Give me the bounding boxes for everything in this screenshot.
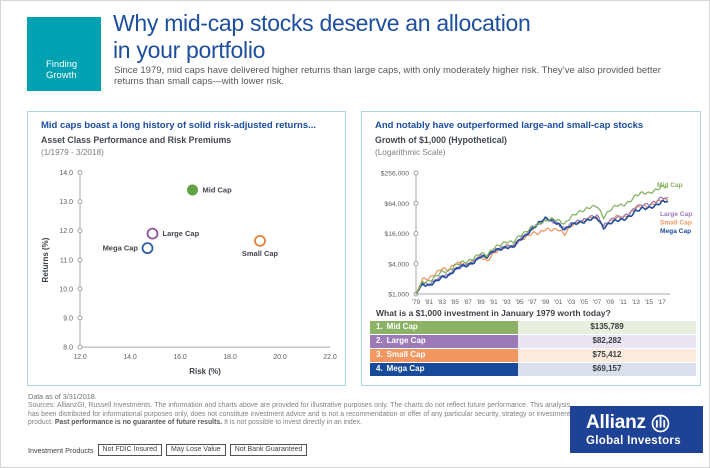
table-row: 4. Mega Cap $69,157: [370, 363, 696, 376]
svg-text:$1,000: $1,000: [388, 292, 409, 299]
sources-text-end: It is not possible to invest directly in…: [222, 419, 362, 427]
svg-text:'11: '11: [619, 299, 627, 306]
right-panel-scale-note: (Logarithmic Scale): [375, 148, 446, 157]
row-value-mid-cap: $135,789: [518, 321, 696, 334]
svg-text:'09: '09: [606, 299, 615, 306]
past-performance-warning: Past performance is no guarantee of futu…: [54, 419, 223, 427]
svg-text:22.0: 22.0: [323, 354, 337, 361]
svg-text:'83: '83: [438, 299, 447, 306]
right-panel-heading: And notably have outperformed large-and …: [375, 120, 644, 131]
svg-text:$64,000: $64,000: [384, 201, 409, 208]
row-value-mega-cap: $69,157: [518, 363, 696, 376]
svg-text:12.0: 12.0: [59, 228, 73, 235]
page-subtitle: Since 1979, mid caps have delivered high…: [114, 65, 661, 87]
svg-text:'93: '93: [502, 299, 511, 306]
allianz-wordmark: Allianz: [586, 412, 703, 434]
svg-text:20.0: 20.0: [273, 354, 287, 361]
svg-text:Mid Cap: Mid Cap: [203, 185, 233, 194]
table-question: What is a $1,000 investment in January 1…: [376, 308, 611, 318]
svg-text:'79: '79: [412, 299, 421, 306]
svg-text:12.0: 12.0: [73, 354, 87, 361]
svg-text:'95: '95: [515, 299, 524, 306]
svg-text:'15: '15: [645, 299, 654, 306]
row-label-mid-cap: 1. Mid Cap: [370, 321, 518, 334]
left-panel-period: (1/1979 - 3/2018): [41, 148, 104, 157]
svg-text:'07: '07: [593, 299, 602, 306]
svg-text:$256,000: $256,000: [381, 171, 410, 178]
table-row: 1. Mid Cap $135,789: [370, 321, 696, 334]
growth-panel: And notably have outperformed large-and …: [361, 111, 701, 386]
right-panel-subheading: Growth of $1,000 (Hypothetical): [375, 135, 507, 145]
svg-text:'91: '91: [489, 299, 498, 306]
svg-text:'01: '01: [554, 299, 563, 306]
svg-text:14.0: 14.0: [59, 170, 73, 177]
not-fdic-insured-box: Not FDIC Insured: [97, 444, 162, 456]
not-bank-guaranteed-box: Not Bank Guaranteed: [229, 444, 308, 456]
svg-text:16.0: 16.0: [173, 354, 187, 361]
title-line1: Why mid-cap stocks deserve an allocation: [113, 10, 531, 36]
risk-return-panel: Mid caps boast a long history of solid r…: [27, 111, 346, 386]
svg-text:'87: '87: [464, 299, 473, 306]
svg-text:'99: '99: [541, 299, 550, 306]
investment-products-label: Investment Products: [28, 445, 94, 455]
allianz-logo: Allianz Global Investors: [570, 406, 703, 453]
left-panel-heading: Mid caps boast a long history of solid r…: [41, 120, 317, 131]
data-as-of-note: Data as of 3/31/2018.: [28, 392, 97, 401]
global-investors-label: Global Investors: [586, 435, 681, 447]
svg-text:14.0: 14.0: [123, 354, 137, 361]
svg-text:13.0: 13.0: [59, 199, 73, 206]
svg-text:8.0: 8.0: [63, 345, 73, 352]
sources-disclaimer: Sources: AllianzGI, Russell Investments.…: [28, 402, 570, 428]
allianz-eagle-icon: [651, 414, 670, 432]
svg-text:Small Cap: Small Cap: [242, 249, 279, 258]
svg-text:Returns (%): Returns (%): [41, 237, 50, 282]
may-lose-value-box: May Lose Value: [166, 444, 226, 456]
investment-value-table: 1. Mid Cap $135,789 2. Large Cap $82,282 3…: [370, 321, 696, 377]
badge-line2: Growth: [46, 70, 77, 81]
svg-text:Mega Cap: Mega Cap: [103, 244, 139, 253]
svg-text:'05: '05: [580, 299, 589, 306]
row-label-large-cap: 2. Large Cap: [370, 335, 518, 348]
row-value-large-cap: $82,282: [518, 335, 696, 348]
svg-text:Small Cap: Small Cap: [660, 220, 692, 227]
svg-text:$16,000: $16,000: [384, 231, 409, 238]
svg-text:9.0: 9.0: [63, 316, 73, 323]
sources-text: Sources: AllianzGI, Russell Investments.…: [28, 402, 570, 427]
svg-text:11.0: 11.0: [60, 257, 73, 264]
risk-return-scatter-chart: 8.0 9.0 10.0 11.0 12.0 13.0 14.0 12.0 14.0 16.0 18…: [28, 162, 345, 385]
svg-text:Mega Cap: Mega Cap: [660, 228, 691, 235]
table-row: 3. Small Cap $75,412: [370, 349, 696, 362]
badge-line1: Finding: [46, 59, 78, 70]
row-label-mega-cap: 4. Mega Cap: [370, 363, 518, 376]
finding-growth-badge: Finding Growth: [27, 17, 101, 91]
svg-text:Large Cap: Large Cap: [660, 211, 692, 218]
svg-text:18.0: 18.0: [223, 354, 237, 361]
svg-text:'13: '13: [632, 299, 641, 306]
svg-text:'97: '97: [528, 299, 537, 306]
table-row: 2. Large Cap $82,282: [370, 335, 696, 348]
svg-text:'03: '03: [567, 299, 576, 306]
left-panel-subheading: Asset Class Performance and Risk Premium…: [41, 135, 232, 145]
svg-text:$4,000: $4,000: [388, 261, 409, 268]
row-value-small-cap: $75,412: [518, 349, 696, 362]
svg-text:10.0: 10.0: [59, 286, 73, 293]
svg-text:'81: '81: [425, 299, 434, 306]
growth-line-chart: $1,000 $4,000 $16,000 $64,000 $256,000 '79 '81…: [362, 157, 700, 307]
investment-products-disclaimer: Investment Products Not FDIC Insured May…: [28, 444, 308, 456]
svg-text:'89: '89: [477, 299, 486, 306]
svg-text:Risk (%): Risk (%): [189, 367, 221, 376]
svg-text:Large Cap: Large Cap: [163, 229, 200, 238]
title-line2: in your portfolio: [113, 37, 266, 63]
svg-text:'85: '85: [451, 299, 460, 306]
svg-text:'17: '17: [658, 299, 667, 306]
row-label-small-cap: 3. Small Cap: [370, 349, 518, 362]
svg-text:Mid Cap: Mid Cap: [657, 182, 683, 189]
page-title: Why mid-cap stocks deserve an allocation…: [113, 10, 531, 64]
